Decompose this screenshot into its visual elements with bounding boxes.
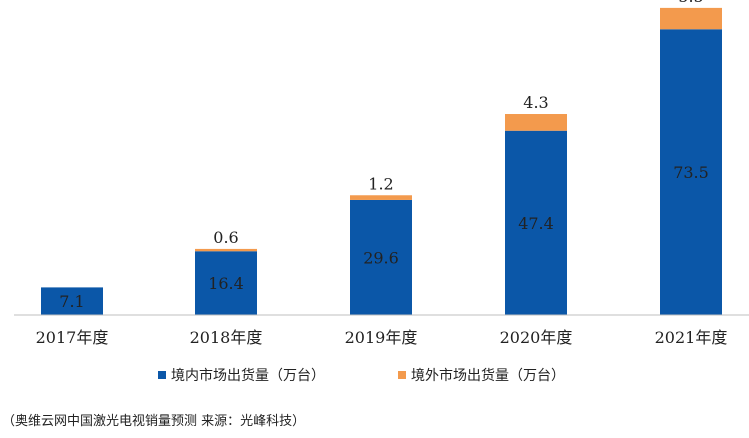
x-tick-label-5: 2021年度 [655,328,728,347]
bar-series-1-3 [350,199,412,315]
legend-label-1: 境内市场出货量（万台） [171,367,325,384]
source-note: （奥维云网中国激光电视销量预测 来源：光峰科技） [2,414,306,429]
data-label-series-1-1: 7.1 [59,292,84,311]
legend-swatch-1 [158,371,166,379]
bar-series-1-5 [660,29,722,316]
bar-series-1-1 [41,287,103,315]
data-label-series-1-3: 29.6 [363,248,399,267]
x-tick-label-4: 2020年度 [500,328,573,347]
x-tick-label-3: 2019年度 [345,328,418,347]
x-tick-labels-layer: 2017年度 2018年度 2019年度 2020年度 2021年度 [36,328,728,347]
legend-label-2: 境外市场出货量（万台） [411,367,565,384]
bar-series-2-5 [660,7,722,30]
bar-series-2-2 [195,248,257,252]
legend: 境内市场出货量（万台） 境外市场出货量（万台） [158,367,565,384]
legend-swatch-2 [398,371,406,379]
bar-series-1-2 [195,251,257,315]
x-tick-label-1: 2017年度 [36,328,109,347]
data-label-series-2-4: 4.3 [523,93,548,112]
bar-series-2-4 [505,114,567,131]
bars-layer [41,7,722,316]
data-label-series-2-3: 1.2 [368,174,393,193]
data-label-series-1-5: 73.5 [673,163,709,182]
data-label-series-2-2: 0.6 [213,228,238,247]
x-tick-label-2: 2018年度 [190,328,263,347]
data-labels-layer: 7.1 16.4 0.6 29.6 1.2 47.4 4.3 73.5 5.5 [59,0,709,311]
data-label-series-1-4: 47.4 [518,214,554,233]
bar-series-1-4 [505,130,567,315]
data-label-series-1-2: 16.4 [208,274,244,293]
bar-series-2-3 [350,195,412,200]
data-label-series-2-5: 5.5 [678,0,703,6]
